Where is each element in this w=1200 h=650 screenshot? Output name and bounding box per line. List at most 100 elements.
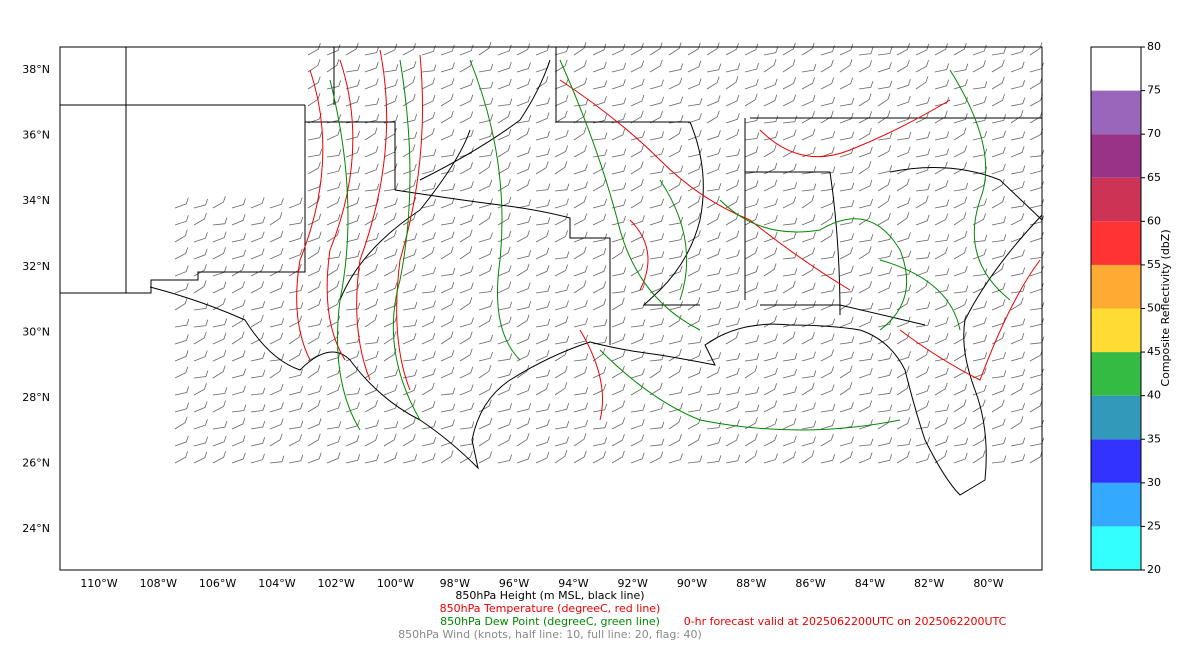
wind-barb	[668, 348, 682, 362]
wind-barb	[307, 385, 322, 396]
wind-barb	[649, 147, 664, 158]
wind-barb	[516, 403, 532, 413]
wind-barb	[915, 366, 930, 379]
wind-barb	[858, 111, 872, 124]
wind-barb	[497, 161, 511, 175]
wind-barb	[497, 246, 511, 260]
wind-barb	[554, 145, 568, 158]
wind-barb	[839, 436, 854, 447]
wind-barb	[991, 195, 1005, 209]
wind-barb	[991, 437, 1007, 447]
wind-barb	[573, 231, 588, 243]
wind-barb	[1010, 165, 1026, 175]
wind-barb	[193, 280, 207, 294]
wind-barb	[858, 266, 873, 277]
wind-barb	[820, 77, 835, 90]
caption-dewpoint: 850hPa Dew Point (degreeC, green line)	[440, 615, 660, 628]
wind-barb	[1029, 94, 1043, 107]
wind-barb	[839, 233, 855, 243]
lon-label: 82°W	[914, 577, 944, 590]
wind-barb	[440, 435, 455, 447]
wind-barb	[554, 213, 569, 226]
wind-barb	[326, 263, 340, 277]
wind-barb	[839, 285, 855, 294]
wind-barb	[839, 112, 854, 124]
wind-barb	[288, 385, 303, 396]
wind-barb	[345, 197, 360, 209]
wind-barb	[592, 265, 607, 277]
wind-barb	[535, 333, 550, 345]
wind-barb	[877, 178, 891, 192]
wind-barb	[554, 300, 569, 311]
wind-barb	[915, 214, 930, 226]
wind-barb	[877, 62, 892, 73]
wind-barb	[972, 114, 988, 124]
wind-barb	[687, 129, 702, 141]
wind-barb	[1029, 349, 1043, 362]
wind-barb	[1029, 383, 1044, 396]
wind-barb	[307, 131, 323, 141]
wind-barb	[535, 285, 551, 294]
wind-barb	[288, 420, 304, 430]
wind-barb	[535, 419, 550, 430]
wind-barb	[839, 131, 855, 141]
wind-barb	[573, 265, 588, 277]
wind-barb	[326, 95, 341, 107]
colorbar-tick-label: 55	[1147, 258, 1161, 271]
wind-barb	[440, 246, 454, 260]
wind-barb	[668, 233, 684, 243]
wind-barb	[725, 331, 739, 345]
wind-barb	[687, 212, 701, 226]
wind-barb	[972, 60, 986, 73]
wind-barb	[877, 110, 891, 124]
wind-barb	[326, 149, 342, 158]
wind-barb	[516, 127, 530, 141]
wind-barb	[402, 179, 417, 192]
wind-barb	[478, 365, 492, 379]
wind-barb	[668, 434, 682, 447]
wind-barb	[858, 81, 874, 90]
wind-barb	[877, 212, 891, 226]
wind-barb	[934, 234, 950, 243]
lon-label: 92°W	[618, 577, 648, 590]
wind-barb	[193, 232, 208, 243]
wind-barb	[250, 369, 266, 379]
wind-barb	[725, 401, 740, 413]
wind-barb	[212, 435, 227, 447]
wind-barb	[725, 43, 739, 56]
wind-barb	[877, 369, 893, 379]
wind-barb	[1010, 45, 1025, 56]
wind-barb	[839, 77, 854, 90]
wind-barb	[364, 400, 378, 413]
wind-barb	[896, 316, 911, 328]
wind-barb	[801, 94, 816, 107]
wind-barb	[535, 451, 550, 464]
wind-barb	[516, 43, 531, 56]
wind-barb	[763, 131, 779, 141]
wind-barb	[1010, 110, 1024, 124]
wind-barb	[497, 454, 513, 464]
wind-barb	[592, 298, 607, 311]
wind-barb	[991, 76, 1005, 90]
wind-barb	[383, 452, 398, 464]
wind-barb	[554, 382, 568, 396]
wind-barb	[649, 438, 665, 447]
wind-barb	[630, 452, 645, 464]
wind-barb	[820, 146, 835, 158]
wind-barb	[668, 282, 683, 294]
wind-barb	[440, 129, 455, 141]
wind-barb	[991, 94, 1005, 107]
wind-barb	[307, 148, 323, 158]
wind-barb	[345, 435, 360, 447]
wind-barb	[611, 267, 627, 277]
lat-label: 38°N	[22, 63, 50, 76]
wind-barb	[611, 165, 627, 175]
wind-barb	[1029, 42, 1043, 56]
wind-barb	[706, 42, 720, 56]
wind-barb	[421, 127, 435, 141]
wind-barb	[573, 433, 587, 447]
wind-barb	[687, 60, 702, 73]
wind-barb	[516, 333, 531, 345]
wind-barb	[250, 453, 265, 464]
wind-barb	[820, 349, 834, 362]
